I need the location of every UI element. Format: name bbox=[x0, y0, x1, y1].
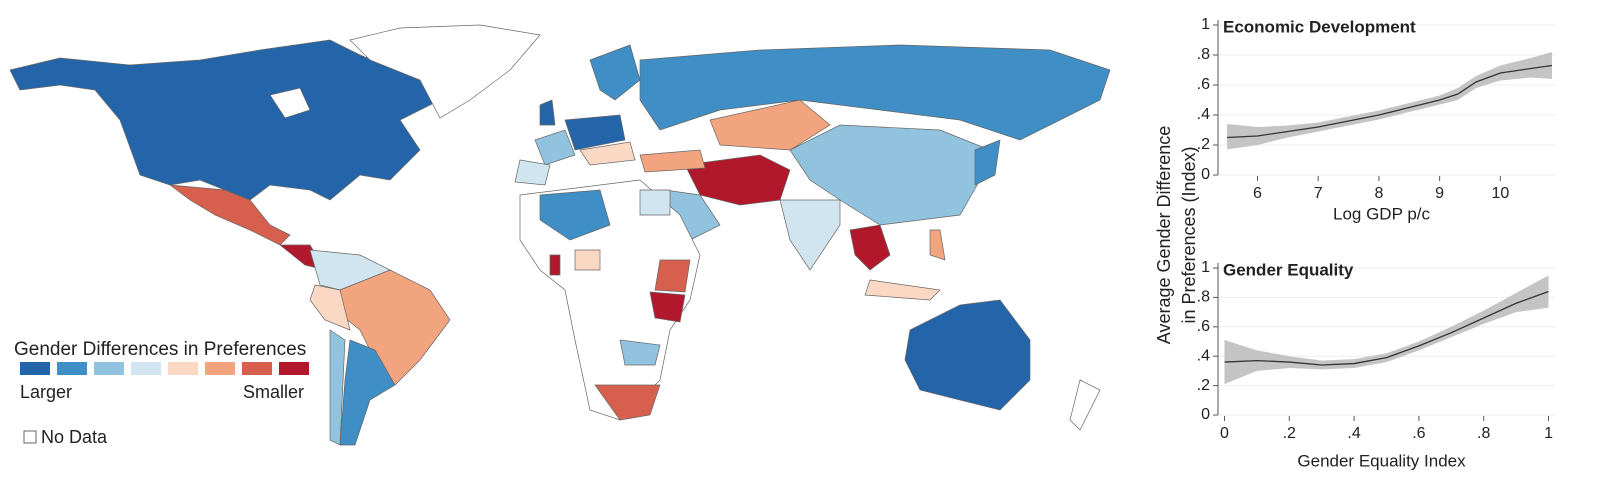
y-axis-label: in Preferences (Index) bbox=[1179, 146, 1199, 323]
x-tick-label: 10 bbox=[1491, 185, 1509, 202]
country bbox=[619, 339, 661, 366]
line bbox=[1227, 64, 1553, 139]
country bbox=[269, 87, 311, 119]
y-tick-label: 0 bbox=[1201, 406, 1210, 423]
country bbox=[649, 291, 686, 323]
country bbox=[974, 139, 1001, 186]
legend-label: Smaller bbox=[243, 382, 304, 402]
legend-swatch bbox=[168, 362, 198, 375]
x-tick-label: 1 bbox=[1544, 425, 1553, 442]
x-tick-label: .4 bbox=[1347, 425, 1360, 442]
chart-title: Gender Equality bbox=[1223, 260, 1354, 279]
y-tick-label: .6 bbox=[1197, 76, 1210, 93]
country bbox=[589, 44, 641, 101]
country bbox=[9, 39, 441, 201]
x-tick-label: 7 bbox=[1314, 185, 1323, 202]
legend-swatch bbox=[57, 362, 87, 375]
y-tick-label: .2 bbox=[1197, 136, 1210, 153]
x-axis-label: Log GDP p/c bbox=[1333, 204, 1431, 223]
country bbox=[574, 249, 601, 271]
x-tick-label: 9 bbox=[1435, 185, 1444, 202]
line bbox=[1224, 290, 1549, 366]
legend-swatch bbox=[205, 362, 235, 375]
x-tick-label: 0 bbox=[1220, 425, 1229, 442]
legend-label: Larger bbox=[20, 382, 72, 402]
country bbox=[594, 384, 661, 421]
legend bbox=[20, 362, 309, 375]
y-axis-label: Average Gender Difference bbox=[1154, 126, 1174, 344]
chart-title: Economic Development bbox=[1223, 17, 1416, 36]
country bbox=[549, 254, 561, 276]
country bbox=[339, 339, 396, 446]
legend-swatch bbox=[131, 362, 161, 375]
country bbox=[709, 99, 831, 151]
x-tick-label: 8 bbox=[1374, 185, 1383, 202]
country bbox=[539, 99, 556, 126]
y-tick-label: .8 bbox=[1197, 289, 1210, 306]
world-map bbox=[9, 24, 1111, 446]
country bbox=[168, 184, 291, 246]
country bbox=[539, 189, 611, 241]
x-tick-label: .2 bbox=[1283, 425, 1296, 442]
x-tick-label: .6 bbox=[1412, 425, 1425, 442]
legend-swatch bbox=[20, 362, 50, 375]
y-tick-label: .4 bbox=[1197, 106, 1210, 123]
y-tick-label: .8 bbox=[1197, 46, 1210, 63]
country bbox=[639, 44, 1111, 141]
country bbox=[309, 284, 351, 331]
y-tick-label: 1 bbox=[1201, 259, 1210, 276]
country bbox=[654, 259, 691, 293]
country bbox=[779, 199, 841, 271]
country bbox=[904, 299, 1031, 411]
legend-title: Gender Differences in Preferences bbox=[14, 339, 306, 360]
y-tick-label: 1 bbox=[1201, 16, 1210, 33]
country bbox=[1069, 379, 1101, 431]
y-tick-label: .6 bbox=[1197, 318, 1210, 335]
y-tick-label: .4 bbox=[1197, 347, 1210, 364]
country bbox=[564, 114, 626, 151]
legend-swatch bbox=[94, 362, 124, 375]
country bbox=[864, 279, 941, 301]
legend-swatch bbox=[279, 362, 309, 375]
country bbox=[349, 24, 541, 119]
country bbox=[639, 149, 706, 173]
x-axis-label: Gender Equality Index bbox=[1297, 451, 1466, 470]
country bbox=[929, 229, 946, 261]
y-tick-label: 0 bbox=[1201, 166, 1210, 183]
x-tick-label: .8 bbox=[1477, 425, 1490, 442]
legend-label: No Data bbox=[41, 427, 108, 447]
country bbox=[849, 224, 891, 271]
legend-swatch bbox=[242, 362, 272, 375]
confidence-band bbox=[1224, 275, 1549, 385]
country bbox=[514, 159, 551, 186]
confidence-band bbox=[1227, 52, 1552, 150]
country bbox=[534, 129, 576, 166]
no-data-swatch bbox=[23, 430, 37, 444]
y-tick-label: .2 bbox=[1197, 377, 1210, 394]
country bbox=[329, 329, 346, 446]
x-tick-label: 6 bbox=[1253, 185, 1262, 202]
country bbox=[639, 189, 671, 216]
country bbox=[579, 141, 636, 166]
